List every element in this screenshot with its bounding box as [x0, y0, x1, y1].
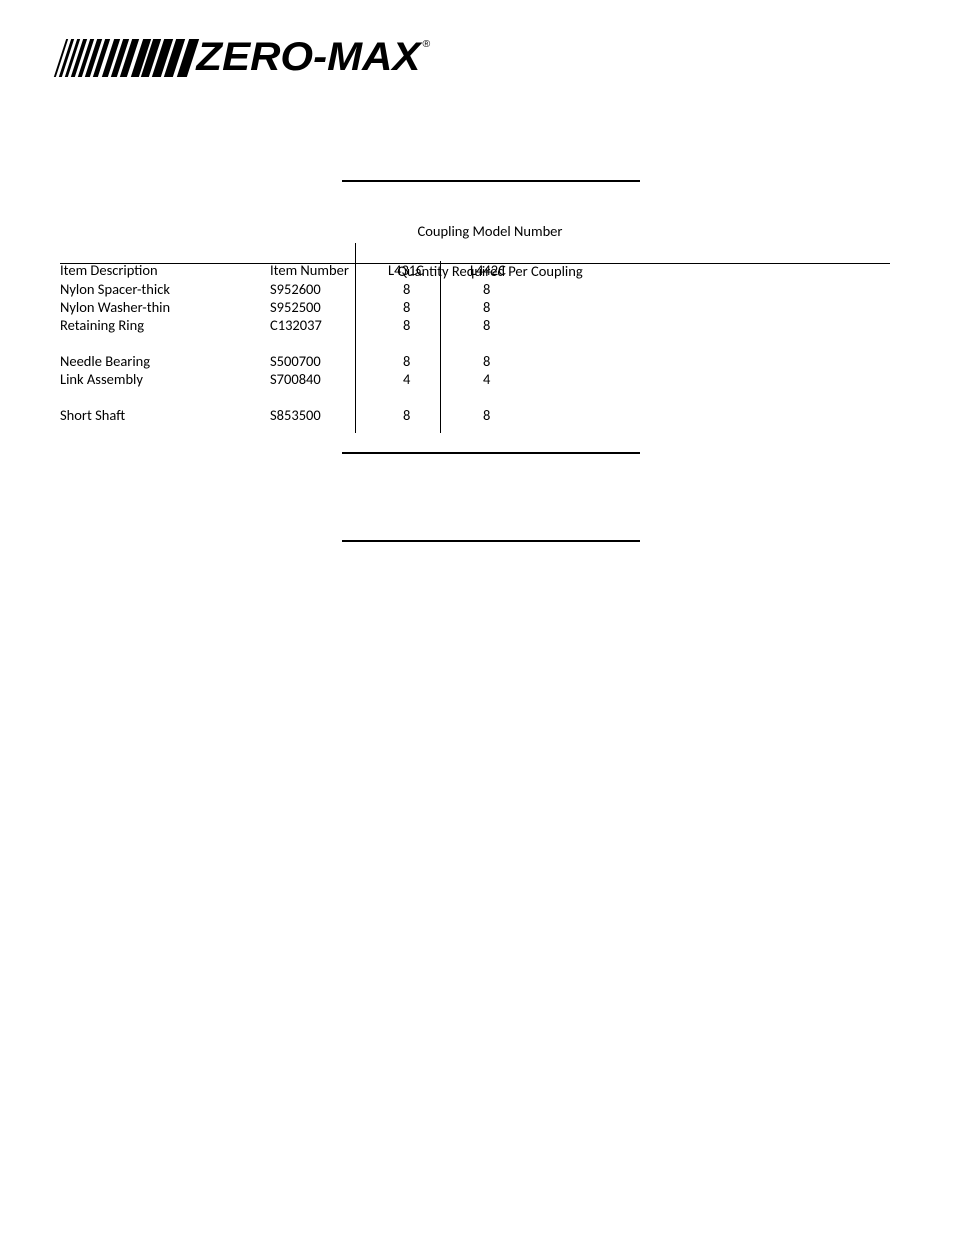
cell-qty-b: 8	[483, 280, 490, 298]
logo-text: ZERO-MAX ®	[197, 35, 431, 80]
cell-qty-a: 8	[403, 352, 410, 370]
cell-qty-a: 4	[403, 370, 410, 388]
brand-logo: ZERO-MAX ®	[60, 35, 894, 80]
table-row: Link Assembly S700840 4 4	[60, 370, 660, 388]
cell-num: S500700	[270, 352, 321, 370]
logo-bars-icon	[60, 39, 194, 77]
cell-qty-a: 8	[403, 298, 410, 316]
row-gap	[60, 334, 660, 352]
cell-num: C132037	[270, 316, 322, 334]
cell-desc: Short Shaft	[60, 406, 125, 424]
bottom-horizontal-rule-2	[342, 540, 640, 542]
sub-header: Quantity Required Per Coupling	[340, 262, 640, 280]
cell-desc: Retaining Ring	[60, 316, 144, 334]
row-gap	[60, 388, 660, 406]
col-header-num: Item Number	[270, 261, 349, 279]
cell-num: S853500	[270, 406, 321, 424]
cell-qty-b: 8	[483, 406, 490, 424]
cell-num: S952500	[270, 298, 321, 316]
cell-desc: Nylon Spacer-thick	[60, 280, 170, 298]
table-row: Short Shaft S853500 8 8	[60, 406, 660, 424]
cell-qty-a: 8	[403, 316, 410, 334]
cell-qty-b: 8	[483, 298, 490, 316]
group-header: Coupling Model Number	[340, 222, 640, 240]
col-header-desc: Item Description	[60, 261, 158, 279]
table-row: Nylon Washer-thin S952500 8 8	[60, 298, 660, 316]
cell-desc: Nylon Washer-thin	[60, 298, 170, 316]
bottom-horizontal-rule-1	[342, 452, 640, 454]
brand-name: ZERO-MAX	[197, 35, 421, 80]
cell-num: S952600	[270, 280, 321, 298]
cell-qty-a: 8	[403, 406, 410, 424]
top-horizontal-rule	[342, 180, 640, 182]
cell-num: S700840	[270, 370, 321, 388]
cell-qty-b: 8	[483, 316, 490, 334]
column-headers-row: Item Description Item Number L431C L442C	[60, 243, 890, 264]
cell-desc: Link Assembly	[60, 370, 143, 388]
table-row: Nylon Spacer-thick S952600 8 8	[60, 280, 660, 298]
registered-mark: ®	[423, 39, 431, 50]
cell-desc: Needle Bearing	[60, 352, 150, 370]
cell-qty-b: 8	[483, 352, 490, 370]
cell-qty-b: 4	[483, 370, 490, 388]
table-row: Needle Bearing S500700 8 8	[60, 352, 660, 370]
table-row: Retaining Ring C132037 8 8	[60, 316, 660, 334]
table-body: Nylon Spacer-thickS95260088Nylon Washer-…	[60, 280, 660, 424]
cell-qty-a: 8	[403, 280, 410, 298]
